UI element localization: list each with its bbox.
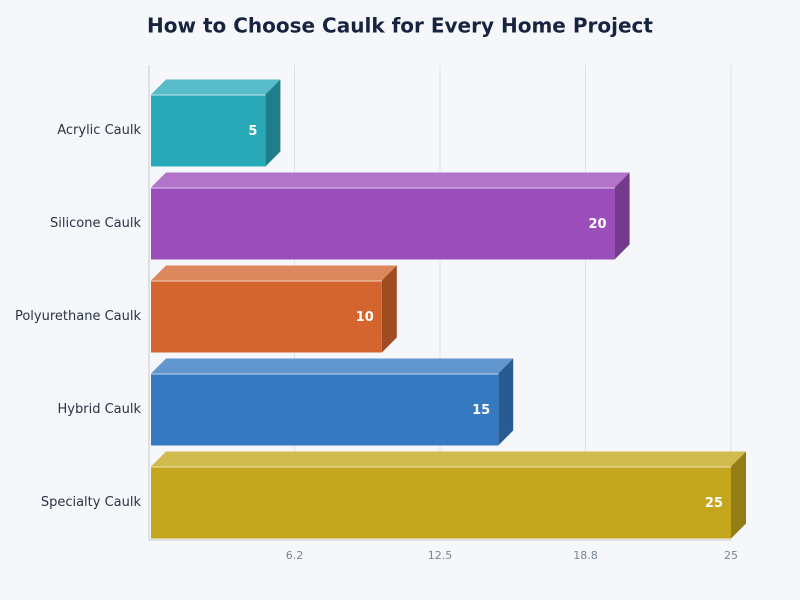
bar-side-face — [498, 358, 514, 446]
bar-top-face — [151, 451, 746, 467]
x-tick-label: 6.2 — [286, 549, 304, 562]
bar-side-face — [265, 79, 281, 167]
x-tick-label: 18.8 — [573, 549, 598, 562]
y-tick-label: Silicone Caulk — [50, 216, 141, 231]
bar-top-face — [151, 172, 630, 188]
y-tick-label: Hybrid Caulk — [58, 402, 142, 417]
value-label: 15 — [472, 403, 490, 418]
value-label: 20 — [589, 217, 607, 232]
chart-title: How to Choose Caulk for Every Home Proje… — [147, 14, 653, 38]
bar — [151, 373, 499, 446]
bar-side-face — [614, 172, 630, 260]
y-tick-label: Polyurethane Caulk — [15, 309, 141, 324]
bar-top-face — [151, 265, 397, 281]
bar — [151, 280, 382, 353]
value-label: 25 — [705, 496, 723, 511]
bar — [151, 94, 266, 167]
value-label: 10 — [356, 310, 374, 325]
value-label: 5 — [248, 124, 257, 139]
bar-side-face — [731, 451, 746, 539]
y-tick-label: Specialty Caulk — [41, 495, 142, 510]
y-tick-label: Acrylic Caulk — [57, 123, 141, 138]
bar-top-face — [151, 358, 514, 374]
bar-top-face — [151, 79, 281, 95]
x-tick-label: 25 — [724, 549, 738, 562]
bar-side-face — [381, 265, 397, 353]
bar — [151, 466, 731, 539]
bar — [151, 187, 615, 260]
x-tick-label: 12.5 — [428, 549, 453, 562]
